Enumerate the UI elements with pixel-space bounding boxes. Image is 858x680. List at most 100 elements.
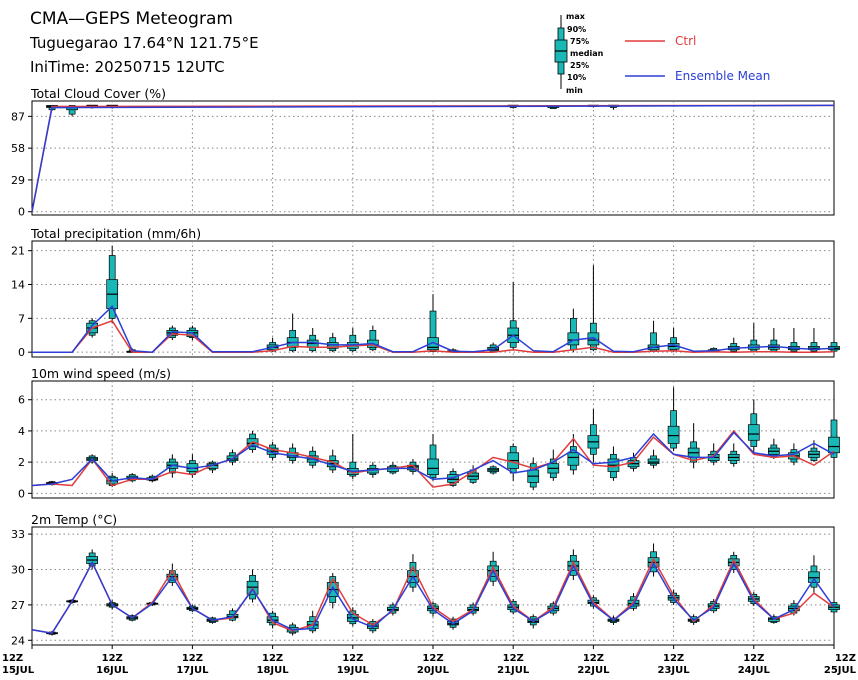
ensemble-box <box>747 399 760 453</box>
ensemble-box <box>326 332 339 353</box>
ensemble-box <box>667 387 680 452</box>
x-tick-day: 15JUL <box>2 665 35 676</box>
y-tick-label: 0 <box>18 346 25 359</box>
legend-label-median: median <box>570 49 604 58</box>
x-tick-hour: 12Z <box>422 653 443 664</box>
box-10-90 <box>429 310 437 353</box>
panel-frame <box>31 100 835 216</box>
ensemble-box <box>106 245 119 324</box>
init-time-label: IniTime: 20250715 12UTC <box>30 58 225 76</box>
y-tick-label: 30 <box>11 563 25 576</box>
ensemble-box <box>727 337 740 353</box>
ensemble-box <box>407 554 419 592</box>
panel-2: 10m wind speed (m/s) 0 2 4 6 <box>18 366 840 500</box>
legend-ctrl-label: Ctrl <box>675 34 696 48</box>
ensemble-box <box>467 465 479 484</box>
legend-label-p10: 10% <box>567 73 586 82</box>
y-tick-label: 7 <box>18 312 25 325</box>
y-tick-label: 58 <box>11 142 25 155</box>
x-tick-hour: 12Z <box>503 653 524 664</box>
x-tick-hour: 12Z <box>583 653 604 664</box>
y-tick-label: 27 <box>11 599 25 612</box>
y-tick-label: 33 <box>11 528 25 541</box>
ensemble-box <box>567 434 580 475</box>
ensemble-box <box>346 328 359 353</box>
y-tick-label: 2 <box>18 456 25 469</box>
ensemble-box <box>828 600 840 615</box>
x-tick-hour: 12Z <box>835 653 856 664</box>
ensemble-box <box>306 328 319 353</box>
ensemble-box <box>86 549 99 570</box>
x-tick-hour: 12Z <box>262 653 283 664</box>
panel-3: 2m Temp (°C) 24 27 30 33 <box>11 512 840 647</box>
ensemble-box <box>367 325 379 352</box>
mean-line <box>31 560 835 635</box>
ctrl-line <box>31 429 835 488</box>
x-tick-day: 17JUL <box>176 665 209 676</box>
y-tick-label: 24 <box>11 634 25 647</box>
ensemble-box <box>507 282 520 351</box>
box-25-75 <box>427 337 439 351</box>
ensemble-box <box>346 607 359 627</box>
time-axis: 12Z15JUL12Z16JUL12Z17JUL12Z18JUL12Z19JUL… <box>2 645 857 676</box>
x-tick-day: 21JUL <box>497 665 530 676</box>
panel-0: Total Cloud Cover (%) 0 29 58 87 <box>11 86 835 219</box>
ensemble-box <box>687 423 700 469</box>
x-tick-hour: 12Z <box>743 653 764 664</box>
location-label: Tuguegarao 17.64°N 121.75°E <box>29 34 259 52</box>
box-25-75 <box>647 458 660 465</box>
ensemble-box <box>407 459 419 475</box>
legend-label-p90: 90% <box>567 25 586 34</box>
legend-label-min: min <box>566 86 583 95</box>
box-25-75 <box>427 458 439 475</box>
ensemble-box <box>647 449 660 469</box>
box-25-75 <box>567 452 580 466</box>
x-tick-day: 18JUL <box>257 665 290 676</box>
y-tick-label: 0 <box>18 206 25 219</box>
mean-line <box>32 305 835 353</box>
ensemble-box <box>767 328 780 353</box>
panel-title: Total precipitation (mm/6h) <box>30 226 201 241</box>
ensemble-box <box>547 449 560 481</box>
x-tick-day: 19JUL <box>337 665 370 676</box>
panels: Total Cloud Cover (%) 0 29 58 87 Total precip… <box>11 86 840 647</box>
mean-line <box>31 431 835 487</box>
legend-label-max: max <box>566 12 586 21</box>
y-tick-label: 87 <box>11 110 25 123</box>
panel-title: 2m Temp (°C) <box>31 512 117 527</box>
ensemble-box <box>808 555 820 594</box>
ensemble-box <box>707 443 720 466</box>
panel-title: 10m wind speed (m/s) <box>31 366 171 381</box>
box-25-75 <box>747 424 760 441</box>
x-tick-hour: 12Z <box>182 653 203 664</box>
ensemble-box <box>427 434 439 481</box>
panel-title: Total Cloud Cover (%) <box>30 86 166 101</box>
ensemble-box <box>587 265 600 352</box>
x-tick-day: 20JUL <box>417 665 450 676</box>
box-25-75 <box>667 425 680 444</box>
ctrl-line <box>32 319 835 353</box>
y-tick-label: 0 <box>18 487 25 500</box>
x-tick-hour: 12Z <box>342 653 363 664</box>
ensemble-box <box>246 569 259 603</box>
y-tick-label: 6 <box>18 394 25 407</box>
ensemble-box <box>607 446 620 481</box>
y-tick-label: 29 <box>11 174 25 187</box>
box-25-75 <box>828 436 840 454</box>
y-tick-label: 4 <box>18 425 25 438</box>
panel-1: Total precipitation (mm/6h) 0 7 14 21 <box>11 226 840 359</box>
ensemble-box <box>567 308 580 353</box>
ensemble-box <box>226 449 239 466</box>
ensemble-box <box>487 465 499 475</box>
ensemble-box <box>828 332 840 353</box>
legend-label-p25: 25% <box>570 61 589 70</box>
meteogram-title: CMA—GEPS Meteogram <box>30 9 233 29</box>
ensemble-box <box>727 443 740 467</box>
ensemble-box <box>487 551 499 586</box>
x-tick-day: 25JUL <box>824 665 857 676</box>
y-tick-label: 21 <box>11 245 25 258</box>
x-tick-hour: 12Z <box>2 653 23 664</box>
x-tick-day: 16JUL <box>96 665 129 676</box>
ensemble-box <box>587 409 600 463</box>
